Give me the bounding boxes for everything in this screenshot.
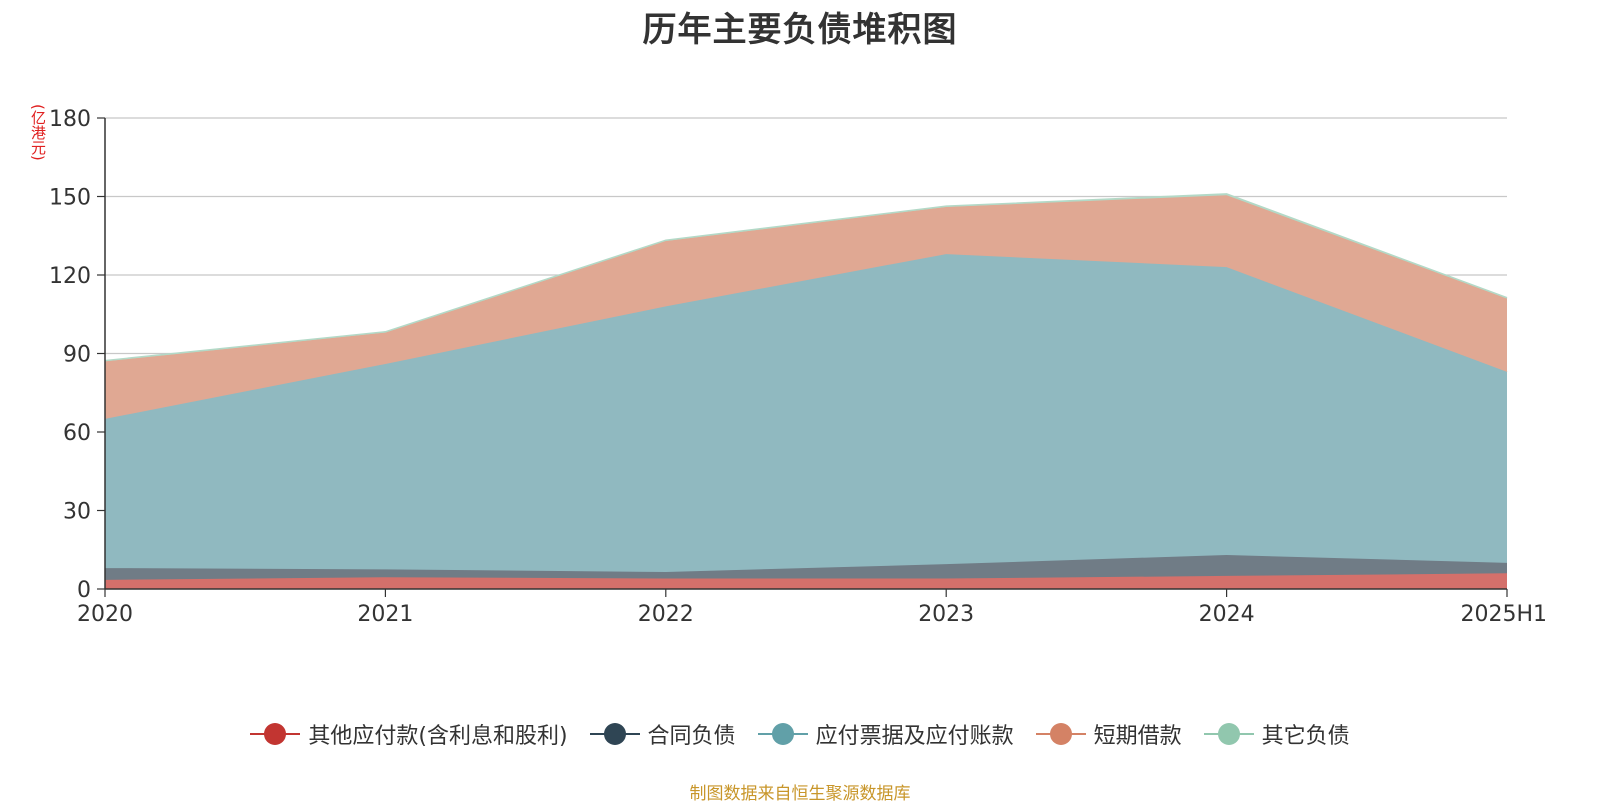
y-tick-label: 0	[77, 578, 91, 603]
legend-marker	[589, 722, 640, 746]
legend-item-2[interactable]: 应付票据及应付账款	[757, 718, 1014, 750]
stacked-area-chart: 0 30 60 90 120 150 180 2020 2021 2022 2023 2024 2025…	[49, 107, 1547, 627]
area-series-1	[105, 554, 1507, 580]
x-tick-label: 2023	[918, 602, 974, 627]
chart-title: 历年主要负债堆积图	[642, 10, 958, 50]
legend-marker	[1035, 722, 1086, 746]
y-axis-unit-label: (亿港元)	[29, 104, 47, 161]
y-tick-label: 90	[63, 343, 91, 368]
y-tick-label: 180	[49, 107, 91, 132]
series-line-4	[104, 193, 1508, 362]
y-tick-label: 120	[49, 264, 91, 289]
legend-marker	[250, 722, 301, 746]
series-line-2	[104, 253, 1508, 420]
x-tick-label: 2022	[638, 602, 694, 627]
series-line-3	[104, 194, 1508, 363]
legend-marker	[1203, 722, 1254, 746]
legend-item-3[interactable]: 短期借款	[1035, 718, 1182, 750]
x-tick-label: 2020	[77, 602, 133, 627]
legend-item-0[interactable]: 其他应付款(含利息和股利)	[250, 718, 568, 750]
y-tick-label: 30	[63, 500, 91, 525]
area-series-2	[105, 254, 1507, 572]
legend-marker	[757, 722, 808, 746]
legend-label: 应付票据及应付账款	[815, 724, 1014, 749]
data-source-note: 制图数据来自恒生聚源数据库	[689, 784, 911, 804]
x-tick-label: 2024	[1199, 602, 1255, 627]
legend-label: 其它负债	[1261, 724, 1350, 749]
y-tick-label: 60	[63, 421, 91, 446]
area-series-3	[105, 195, 1507, 419]
x-tick-label: 2025H1	[1460, 602, 1547, 627]
y-tick-label: 150	[49, 186, 91, 211]
legend-item-4[interactable]: 其它负债	[1203, 718, 1350, 750]
legend-label: 其他应付款(含利息和股利)	[308, 724, 568, 749]
legend-label: 合同负债	[647, 724, 736, 749]
x-tick-label: 2021	[357, 602, 413, 627]
legend-item-1[interactable]: 合同负债	[589, 718, 736, 750]
legend-label: 短期借款	[1093, 724, 1182, 749]
legend[interactable]: 其他应付款(含利息和股利) 合同负债 应付票据及应付账款 短期借款 其它负债	[0, 718, 1600, 750]
